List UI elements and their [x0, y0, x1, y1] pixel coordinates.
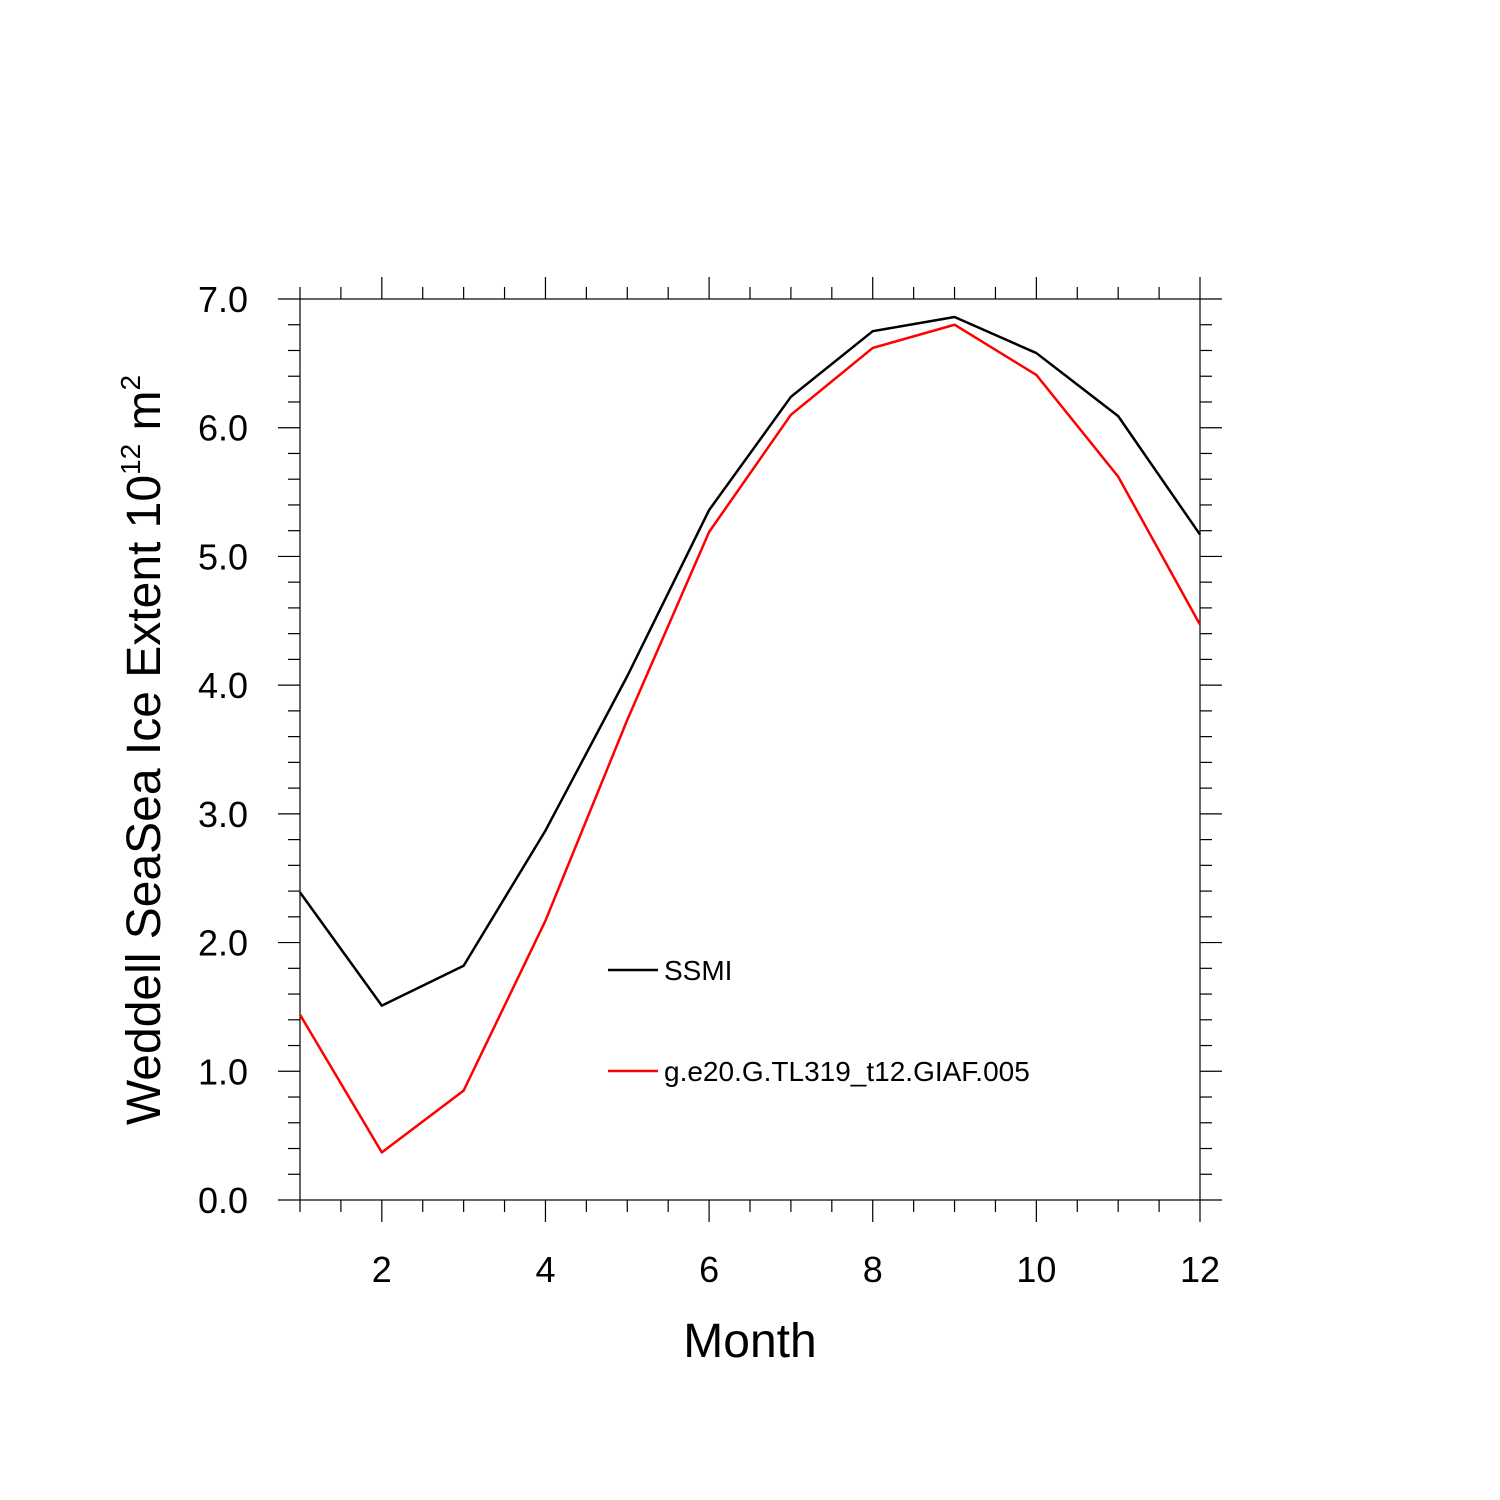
y-tick-label: 5.0 [198, 536, 248, 577]
x-tick-label: 12 [1180, 1249, 1220, 1290]
y-axis-label-main: Weddell SeaSea Ice Extent 10 [118, 475, 171, 1125]
x-tick-label: 10 [1016, 1249, 1056, 1290]
tick-labels: 2 4 6 8 10 12 0.0 1.0 2.0 3.0 4.0 5.0 6.0 7.0 [198, 279, 1220, 1290]
series-line-SSMI [298, 315, 1202, 1007]
legend: SSMI g.e20.G.TL319_t12.GIAF.005 [608, 955, 1030, 1087]
x-tick-label: 2 [372, 1249, 392, 1290]
y-tick-label: 1.0 [198, 1051, 248, 1092]
legend-label: g.e20.G.TL319_t12.GIAF.005 [664, 1056, 1030, 1087]
series-lines [298, 315, 1202, 1154]
x-tick-label: 6 [699, 1249, 719, 1290]
y-axis-label: Weddell SeaSea Ice Extent 1012 m2 [115, 375, 171, 1125]
legend-label: SSMI [664, 955, 732, 986]
y-tick-label: 2.0 [198, 923, 248, 964]
y-tick-label: 3.0 [198, 794, 248, 835]
y-tick-label: 6.0 [198, 408, 248, 449]
y-tick-label: 4.0 [198, 665, 248, 706]
y-tick-label: 0.0 [198, 1180, 248, 1221]
y-axis-label-exponent: 12 [115, 444, 146, 475]
series-line-g.e20.G.TL319_t12.GIAF.005 [298, 323, 1202, 1154]
y-axis-label-unit-exponent: 2 [115, 375, 146, 391]
x-tick-label: 8 [863, 1249, 883, 1290]
y-tick-label: 7.0 [198, 279, 248, 320]
x-axis-label: Month [683, 1315, 816, 1368]
x-tick-label: 4 [535, 1249, 555, 1290]
y-axis-label-unit: m [118, 390, 171, 443]
axis-ticks [278, 277, 1222, 1222]
